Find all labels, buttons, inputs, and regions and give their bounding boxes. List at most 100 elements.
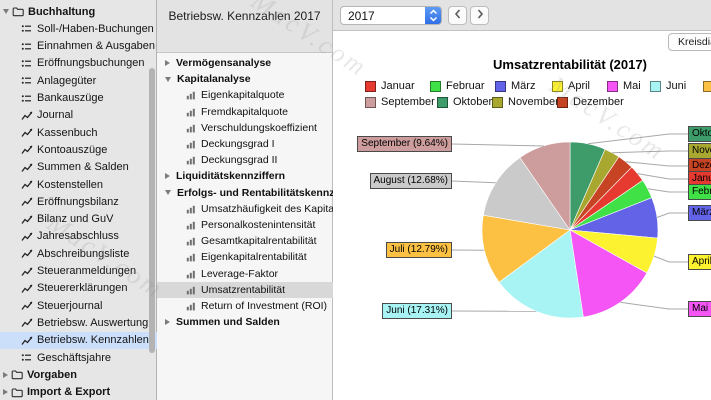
sidebar-item-label: Buchhaltung <box>28 5 96 18</box>
tree-item-personalkostenintensität[interactable]: Personalkostenintensität <box>157 217 359 233</box>
sidebar-item-kontoauszüge[interactable]: Kontoauszüge <box>0 141 177 158</box>
legend-item-mai: Mai <box>607 80 641 92</box>
callout-line <box>451 180 496 184</box>
tree-item-label: Gesamtkapitalrentabilität <box>201 235 317 248</box>
legend-label: Dezember <box>573 96 624 108</box>
sidebar-item-label: Betriebsw. Auswertung <box>37 316 149 329</box>
disclosure-expanded-icon[interactable] <box>165 190 171 196</box>
sidebar-item-label: Steuerjournal <box>37 299 103 312</box>
tree-item-label: Fremdkapitalquote <box>201 105 288 118</box>
line-chart-icon <box>20 213 33 225</box>
sidebar-item-steueranmeldungen[interactable]: Steueranmeldungen <box>0 263 177 280</box>
legend-label: April <box>568 80 591 92</box>
bar-chart-icon <box>184 154 197 166</box>
callout-line <box>647 188 688 193</box>
tree-item-verschuldungskoeffizient[interactable]: Verschuldungskoeffizient <box>157 120 359 136</box>
bar-chart-icon <box>184 284 197 296</box>
sidebar-item-anlagegüter[interactable]: Anlagegüter <box>0 72 177 89</box>
sidebar-item-journal[interactable]: Journal <box>0 107 177 124</box>
chart-area: Kreisdiagramm Umsatzrentabilität (2017) … <box>333 31 711 400</box>
tree-item-leverage-faktor[interactable]: Leverage-Faktor <box>157 266 359 282</box>
line-chart-icon <box>20 230 33 242</box>
line-chart-icon <box>20 282 33 294</box>
tree-item-liquiditätskennziffern[interactable]: Liquiditätskennziffern <box>157 168 340 184</box>
tree-item-summen-und-salden[interactable]: Summen und Salden <box>157 314 340 330</box>
tree-item-umsatzrentabilität[interactable]: Umsatzrentabilität <box>157 281 359 298</box>
tree-item-eigenkapitalquote[interactable]: Eigenkapitalquote <box>157 87 359 103</box>
tree-item-eigenkapitalrentabilität[interactable]: Eigenkapitalrentabilität <box>157 249 359 265</box>
tree-item-return-of-investment-roi[interactable]: Return of Investment (ROI) <box>157 298 359 314</box>
sidebar-item-bankauszüge[interactable]: Bankauszüge <box>0 90 177 107</box>
chevron-right-icon <box>475 8 485 23</box>
year-select[interactable]: 2017 <box>340 6 442 25</box>
disclosure-expanded-icon[interactable] <box>3 9 9 14</box>
tree-item-gesamtkapitalrentabilität[interactable]: Gesamtkapitalrentabilität <box>157 233 359 249</box>
kreisdiagramm-button[interactable]: Kreisdiagramm <box>668 33 711 51</box>
tree-item-erfolgs-und-rentabilitätskennz[interactable]: Erfolgs- und Rentabilitätskennz... <box>157 185 340 201</box>
chevron-left-icon <box>453 8 463 23</box>
line-chart-icon <box>20 196 33 208</box>
tree-item-deckungsgrad-i[interactable]: Deckungsgrad I <box>157 136 359 152</box>
sidebar-item-label: Bankauszüge <box>37 92 104 104</box>
sidebar-item-label: Anlagegüter <box>37 74 97 87</box>
sidebar-item-eröffnungsbilanz[interactable]: Eröffnungsbilanz <box>0 193 177 210</box>
disclosure-collapsed-icon[interactable] <box>165 173 170 180</box>
list-icon <box>20 352 33 364</box>
tree-item-fremdkapitalquote[interactable]: Fremdkapitalquote <box>157 104 359 120</box>
sidebar-item-kassenbuch[interactable]: Kassenbuch <box>0 124 177 141</box>
sidebar-scrollbar-thumb[interactable] <box>149 68 155 353</box>
tree-item-kapitalanalyse[interactable]: Kapitalanalyse <box>157 71 340 87</box>
sidebar-item-jahresabschluss[interactable]: Jahresabschluss <box>0 228 177 245</box>
sidebar-item-einnahmen-ausgaben[interactable]: Einnahmen & Ausgaben <box>0 38 177 55</box>
disclosure-collapsed-icon[interactable] <box>3 371 8 378</box>
tree-item-label: Deckungsgrad I <box>201 138 275 150</box>
sidebar-item-betriebsw-auswertung[interactable]: Betriebsw. Auswertung <box>0 314 177 331</box>
sidebar: Buchhaltung Soll-/Haben-Buchungen Einnahme… <box>0 0 177 400</box>
tree-item-label: Return of Investment (ROI) <box>201 300 328 312</box>
legend-swatch <box>703 80 711 92</box>
tree-item-label: Umsatzrentabilität <box>201 283 286 296</box>
tree-item-label: Liquiditätskennziffern <box>176 170 286 183</box>
disclosure-collapsed-icon[interactable] <box>165 60 170 66</box>
slice-label-mai: Mai (14.47%) <box>688 301 711 317</box>
sidebar-item-vorgaben[interactable]: Vorgaben <box>0 366 160 383</box>
tree-item-vermögensanalyse[interactable]: Vermögensanalyse <box>157 55 340 71</box>
tree-item-label: Summen und Salden <box>176 316 280 329</box>
legend-label: Oktober <box>453 96 493 108</box>
sidebar-item-import-export[interactable]: Import & Export <box>0 384 160 400</box>
callout-line <box>587 133 688 145</box>
sidebar-item-betriebsw-kennzahlen[interactable]: Betriebsw. Kennzahlen <box>0 331 177 349</box>
tree-item-label: Eigenkapitalrentabilität <box>201 251 307 264</box>
line-chart-icon <box>20 265 33 277</box>
sidebar-item-abschreibungsliste[interactable]: Abschreibungsliste <box>0 245 177 262</box>
sidebar-item-label: Bilanz und GuV <box>37 213 114 226</box>
sidebar-item-soll-haben-buchungen[interactable]: Soll-/Haben-Buchungen <box>0 20 177 37</box>
tree-item-umsatzhäufigkeit-des-kapitals[interactable]: Umsatzhäufigkeit des Kapitals <box>157 201 359 217</box>
next-year-button[interactable] <box>470 6 489 25</box>
legend-item-dezember: Dezember <box>557 96 624 108</box>
year-select-value: 2017 <box>348 8 375 23</box>
sidebar-item-summen-salden[interactable]: Summen & Salden <box>0 159 177 176</box>
legend-item-januar: Januar <box>365 80 415 92</box>
slice-label-september: September (9.64%) <box>357 136 452 152</box>
sidebar-item-geschäftsjahre[interactable]: Geschäftsjahre <box>0 349 177 366</box>
list-icon <box>20 40 33 52</box>
disclosure-expanded-icon[interactable] <box>165 76 171 82</box>
chart-title: Umsatzrentabilität (2017) <box>493 57 647 72</box>
previous-year-button[interactable] <box>448 6 467 25</box>
folder-icon <box>10 369 23 381</box>
sidebar-item-bilanz-und-guv[interactable]: Bilanz und GuV <box>0 211 177 228</box>
sidebar-item-steuererklärungen[interactable]: Steuererklärungen <box>0 280 177 297</box>
disclosure-collapsed-icon[interactable] <box>165 319 170 326</box>
sidebar-item-buchhaltung[interactable]: Buchhaltung <box>0 3 160 20</box>
sidebar-item-eröffnungsbuchungen[interactable]: Eröffnungsbuchungen <box>0 55 177 72</box>
sidebar-item-steuerjournal[interactable]: Steuerjournal <box>0 297 177 314</box>
tree-item-label: Umsatzhäufigkeit des Kapitals <box>201 202 342 215</box>
disclosure-collapsed-icon[interactable] <box>3 389 8 396</box>
pie-slice-august <box>482 157 571 231</box>
tree-item-deckungsgrad-ii[interactable]: Deckungsgrad II <box>157 152 359 168</box>
legend-label: Juni <box>666 80 687 92</box>
legend-item-juni: Juni <box>650 80 686 92</box>
stepper-icon[interactable] <box>425 7 441 24</box>
sidebar-item-kostenstellen[interactable]: Kostenstellen <box>0 176 177 193</box>
